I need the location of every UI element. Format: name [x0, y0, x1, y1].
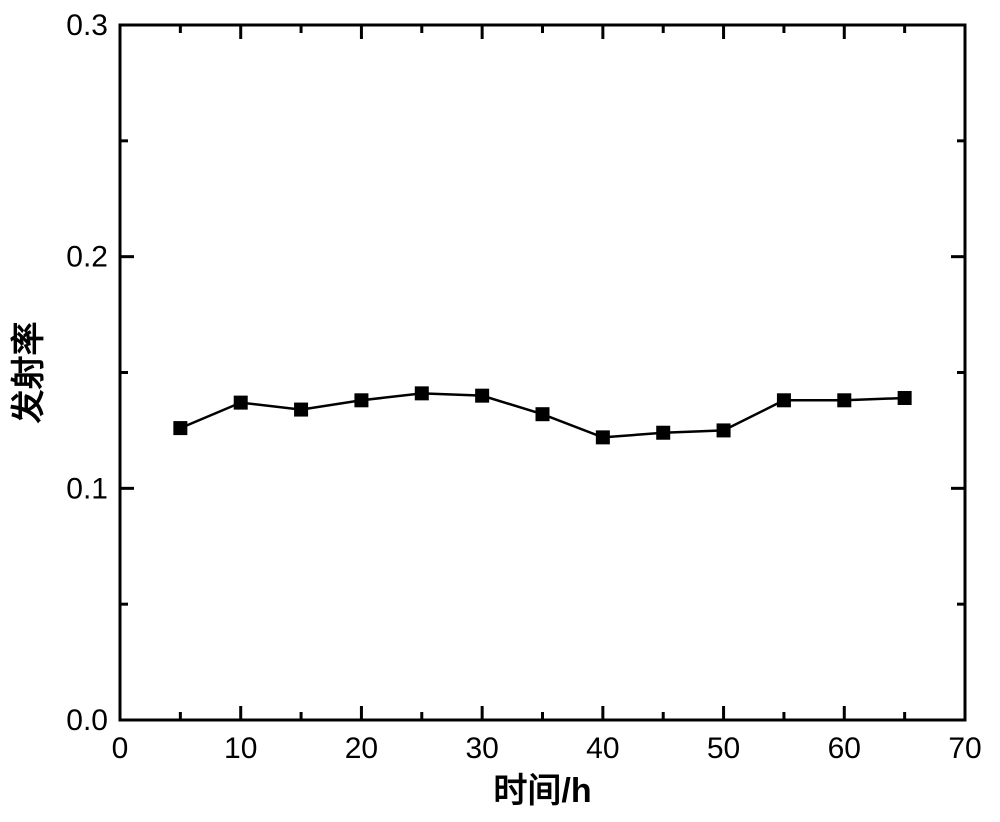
x-tick-label: 50	[707, 732, 740, 765]
emissivity-series-marker	[717, 423, 731, 437]
x-tick-label: 70	[948, 732, 981, 765]
x-tick-label: 40	[586, 732, 619, 765]
emissivity-series-marker	[596, 430, 610, 444]
emissivity-series-marker	[475, 389, 489, 403]
y-tick-label: 0.0	[66, 704, 108, 737]
x-tick-label: 30	[465, 732, 498, 765]
emissivity-series-marker	[173, 421, 187, 435]
emissivity-series-marker	[837, 393, 851, 407]
x-axis-label: 时间/h	[493, 772, 591, 810]
y-tick-label: 0.3	[66, 9, 108, 42]
emissivity-series-marker	[234, 396, 248, 410]
chart-container: 0 10 20 30 40 50 60 70 0.0 0.1 0.2 0.3 时间/h 发射率	[0, 0, 1000, 822]
emissivity-series-marker	[294, 403, 308, 417]
emissivity-series-marker	[415, 386, 429, 400]
plot-frame	[120, 25, 965, 720]
emissivity-series-marker	[354, 393, 368, 407]
y-tick-label: 0.2	[66, 241, 108, 274]
line-chart: 0 10 20 30 40 50 60 70 0.0 0.1 0.2 0.3 时间/h 发射率	[0, 0, 1000, 822]
x-tick-label: 60	[828, 732, 861, 765]
emissivity-series-marker	[656, 426, 670, 440]
x-tick-label: 10	[224, 732, 257, 765]
emissivity-series-marker	[898, 391, 912, 405]
x-tick-label: 0	[112, 732, 129, 765]
y-tick-label: 0.1	[66, 472, 108, 505]
x-tick-label: 20	[345, 732, 378, 765]
y-axis-label: 发射率	[10, 322, 48, 424]
emissivity-series-marker	[777, 393, 791, 407]
emissivity-series-marker	[536, 407, 550, 421]
